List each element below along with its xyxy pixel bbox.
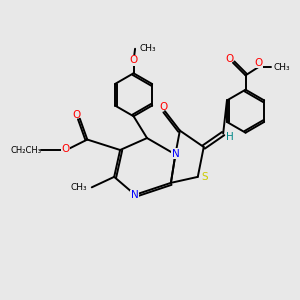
Text: CH₃: CH₃ — [139, 44, 156, 53]
Text: O: O — [159, 102, 168, 112]
Text: O: O — [72, 110, 80, 120]
Text: N: N — [130, 190, 138, 200]
Text: O: O — [225, 54, 234, 64]
Text: H: H — [226, 132, 234, 142]
Text: N: N — [172, 149, 179, 159]
Text: CH₃: CH₃ — [274, 63, 291, 72]
Text: CH₂CH₃: CH₂CH₃ — [11, 146, 42, 154]
Text: O: O — [130, 56, 138, 65]
Text: O: O — [62, 144, 70, 154]
Text: O: O — [255, 58, 263, 68]
Text: CH₃: CH₃ — [71, 183, 88, 192]
Text: S: S — [201, 172, 208, 182]
